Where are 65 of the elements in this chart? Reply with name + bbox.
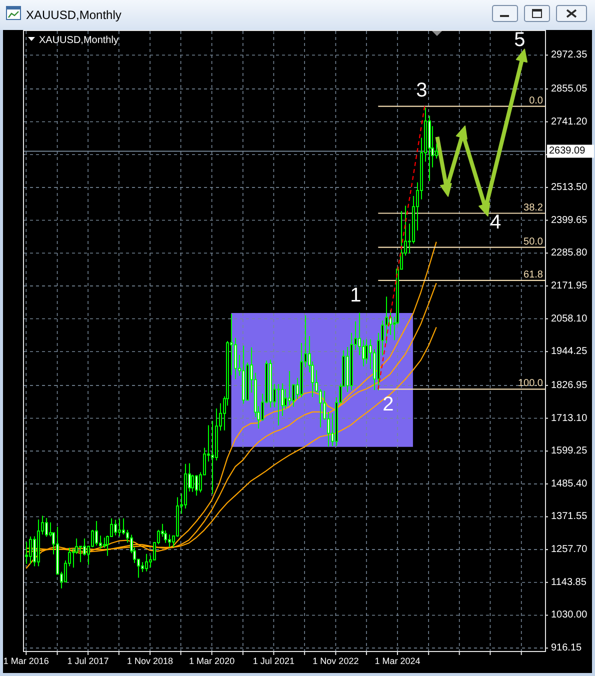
chart-title: XAUUSD,Monthly [26,8,122,22]
annotation: 5 [514,28,526,51]
candlestick [195,474,198,496]
y-tick-label: 1944.25 [551,346,588,358]
candlestick [211,420,214,494]
y-tick-label: 1371.55 [551,511,588,522]
candlestick [234,337,237,380]
y-tick-label: 2855.05 [551,83,588,94]
annotation: 1 [350,284,362,307]
series-label: 61.8 [524,269,544,280]
series-label: 0.0 [529,95,544,106]
y-tick-label: 1143.85 [551,576,587,588]
ref-line-label: 2639.09 [549,146,586,157]
x-tick-label: 1 Mar 2024 [374,656,420,666]
y-tick-label: 1485.40 [551,478,588,490]
y-tick-label: 1257.70 [551,544,588,556]
y-tick-label: 2972.35 [551,50,588,61]
x-tick-label: 1 Jul 2017 [67,656,109,666]
candlestick [118,518,121,538]
x-tick-label: 1 Jul 2021 [252,656,294,666]
candlestick [79,546,82,563]
line-series [26,241,437,570]
y-tick-label: 2399.65 [551,214,588,226]
candlestick [145,553,148,572]
y-tick-label: 916.15 [551,642,582,654]
candlestick [114,519,117,536]
y-tick-label: 2513.50 [551,182,588,193]
y-tick-label: 1599.25 [551,446,588,457]
y-tick-label: 2058.10 [551,313,588,324]
x-tick-label: 1 Nov 2018 [127,656,174,666]
candlestick [292,384,295,408]
x-tick-label: 1 Mar 2016 [3,656,49,666]
y-tick-label: 2171.95 [551,280,588,292]
y-tick-label: 2741.20 [551,116,588,128]
annotation: 2 [382,393,394,416]
x-tick-label: 1 Mar 2020 [189,656,235,666]
y-tick-label: 2285.80 [551,248,588,259]
annotation: 3 [416,80,428,102]
candlestick [83,538,86,556]
x-tick-label: 1 Nov 2022 [312,656,359,666]
candlestick [29,536,32,564]
candlestick [362,340,365,367]
candlestick [141,562,144,572]
candlestick [281,382,284,416]
series-label: 50.0 [524,236,544,248]
candlestick [358,312,361,356]
candlestick [191,474,194,492]
candlestick [25,541,28,564]
candlestick [168,534,171,548]
annotation: 4 [490,211,502,234]
candlestick [277,383,280,426]
candlestick [95,520,98,546]
candlestick [45,518,48,538]
y-tick-label: 1826.95 [551,380,588,391]
candlestick [288,370,291,406]
y-tick-label: 1713.10 [551,412,588,424]
y-tick-label: 1030.00 [551,610,588,621]
candlestick [284,388,287,410]
series-label: 100.0 [518,378,544,390]
candlestick [122,518,125,535]
candlestick [365,338,368,364]
series-label: 38.2 [524,202,544,214]
candlestick [385,296,388,344]
candlestick [435,143,438,159]
chart-subtitle: XAUUSD,Monthly [39,35,118,46]
